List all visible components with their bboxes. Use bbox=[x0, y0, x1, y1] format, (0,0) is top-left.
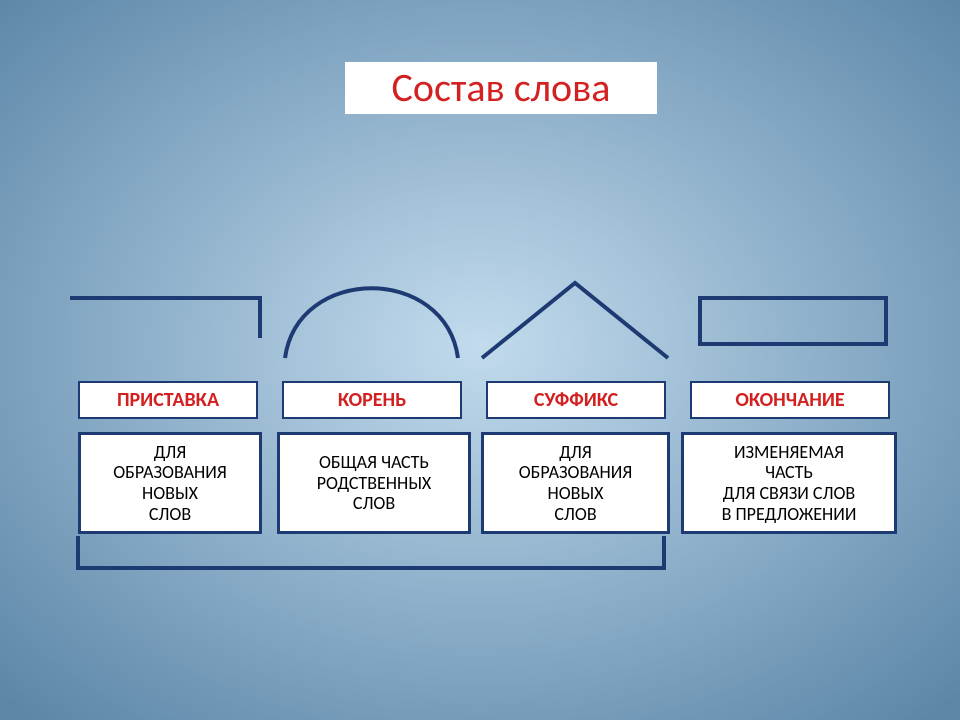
diagram-canvas: Состав слова ПРИСТАВКА ДЛЯ ОБРАЗОВАНИЯ НО… bbox=[0, 0, 960, 720]
page-title: Состав слова bbox=[345, 62, 657, 114]
root-label: КОРЕНЬ bbox=[282, 381, 462, 419]
suffix-label: СУФФИКС bbox=[486, 381, 666, 419]
suffix-description: ДЛЯ ОБРАЗОВАНИЯ НОВЫХ СЛОВ bbox=[481, 432, 670, 534]
ending-label: ОКОНЧАНИЕ bbox=[690, 381, 890, 419]
ending-description: ИЗМЕНЯЕМАЯ ЧАСТЬ ДЛЯ СВЯЗИ СЛОВ В ПРЕДЛО… bbox=[681, 432, 897, 534]
prefix-label: ПРИСТАВКА bbox=[78, 381, 258, 419]
root-description: ОБЩАЯ ЧАСТЬ РОДСТВЕННЫХ СЛОВ bbox=[277, 432, 471, 534]
prefix-description: ДЛЯ ОБРАЗОВАНИЯ НОВЫХ СЛОВ bbox=[78, 432, 262, 534]
